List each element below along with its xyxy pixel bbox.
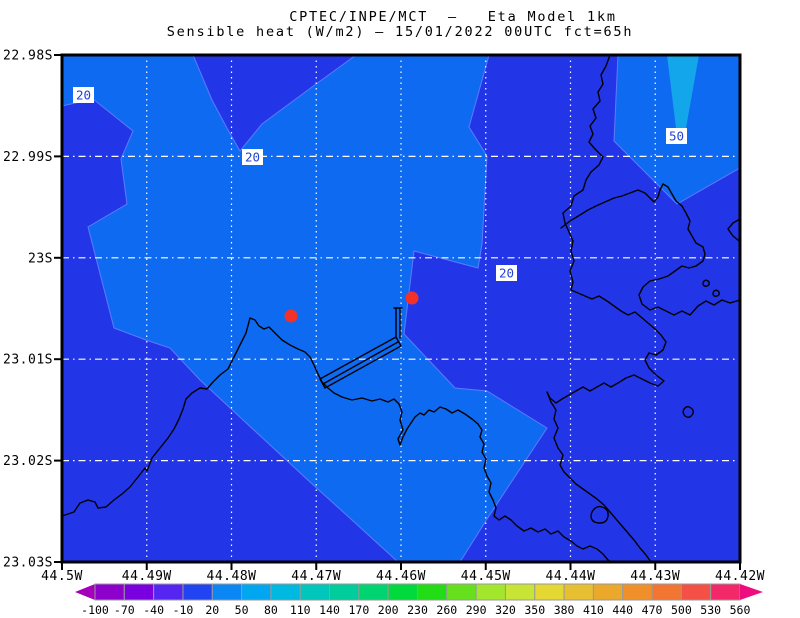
colorbar-tick-label: -40 xyxy=(143,603,164,617)
colorbar-box xyxy=(534,583,565,601)
coastline-east-shore xyxy=(546,54,667,563)
island-small-3 xyxy=(712,289,720,297)
contour-label-value: 20 xyxy=(499,266,514,281)
colorbar-box xyxy=(211,583,243,601)
colorbar-tick-label: 440 xyxy=(612,603,633,617)
contour-region-group xyxy=(61,54,741,563)
colorbar-tick-label: 80 xyxy=(264,603,278,617)
x-axis-label: 44.46W xyxy=(376,569,426,584)
contour-region-west-below20 xyxy=(61,98,400,563)
contour-label-box xyxy=(73,87,94,103)
colorbar-box xyxy=(299,583,331,601)
contour-label-value: 20 xyxy=(76,88,91,103)
contour-value-labels: 20 20 20 50 xyxy=(73,87,687,281)
colorbar-box xyxy=(592,583,624,601)
colorbar-box xyxy=(446,583,477,601)
island-blob-south xyxy=(590,505,609,524)
colorbar-arrow-left xyxy=(75,584,95,600)
x-axis-label: 44.44W xyxy=(546,569,596,584)
y-axis-label: 22.98S xyxy=(3,49,53,64)
colorbar-box xyxy=(241,583,272,601)
y-axis-label: 23.03S xyxy=(3,556,53,571)
colorbar-box xyxy=(710,583,741,601)
colorbar-tick-label: 230 xyxy=(407,603,428,617)
colorbar-tick-label: -100 xyxy=(81,603,109,617)
x-axis-label: 44.47W xyxy=(291,569,341,584)
colorbar-box xyxy=(622,583,653,601)
colorbar-tick-label: 410 xyxy=(583,603,604,617)
station-markers xyxy=(284,291,419,323)
chart-subtitle: Sensible heat (W/m2) — 15/01/2022 00UTC … xyxy=(166,24,634,40)
colorbar-tick-label: 20 xyxy=(205,603,219,617)
colorbar-box xyxy=(504,583,536,601)
colorbar-box xyxy=(94,583,125,601)
contour-label-value: 50 xyxy=(669,129,684,144)
colorbar-tick-label: 260 xyxy=(436,603,457,617)
island-small-2 xyxy=(702,279,710,287)
colorbar-tick-label: 140 xyxy=(319,603,340,617)
colorbar-box xyxy=(680,583,712,601)
colorbar-box xyxy=(417,583,448,601)
colorbar: -100 -70 -40 -10 20 50 80 110 140 170 200 230 260 290… xyxy=(75,583,763,617)
colorbar-tick-label: 290 xyxy=(466,603,487,617)
colorbar-tick-label: 560 xyxy=(730,603,751,617)
colorbar-box xyxy=(153,583,184,601)
axis-tick-labels: 44.5W 44.49W 44.48W 44.47W 44.46W 44.45W 44.44… xyxy=(3,49,765,585)
x-axis-label: 44.48W xyxy=(207,569,257,584)
colorbar-tick-label: 350 xyxy=(524,603,545,617)
colorbar-tick-label: -10 xyxy=(173,603,194,617)
colorbar-tick-label: 50 xyxy=(235,603,249,617)
colorbar-box xyxy=(123,583,155,601)
contour-region-east-below20 xyxy=(403,54,741,563)
station-dot xyxy=(405,291,419,305)
colorbar-box xyxy=(475,583,506,601)
colorbar-box xyxy=(182,583,213,601)
colorbar-box xyxy=(329,583,360,601)
colorbar-tick-label: 500 xyxy=(671,603,692,617)
y-axis-label: 23.01S xyxy=(3,353,53,368)
colorbar-tick-label: 470 xyxy=(642,603,663,617)
contour-label-value: 20 xyxy=(245,150,260,165)
colorbar-tick-label: 170 xyxy=(348,603,369,617)
station-dot xyxy=(284,309,298,323)
x-axis-label: 44.49W xyxy=(122,569,172,584)
plot-frame xyxy=(60,53,742,564)
contour-region-north-wedge-below20 xyxy=(192,54,358,152)
colorbar-box xyxy=(563,583,594,601)
runway-structure-spur xyxy=(393,307,403,339)
runway-structure-inner-line xyxy=(322,341,399,385)
colorbar-tick-label: -70 xyxy=(114,603,135,617)
colorbar-tick-label: 530 xyxy=(700,603,721,617)
coastline-mainland-west xyxy=(61,317,612,563)
x-axis-label: 44.43W xyxy=(630,569,680,584)
contour-label-box xyxy=(496,265,517,281)
x-axis-label: 44.45W xyxy=(461,569,511,584)
colorbar-box xyxy=(270,583,301,601)
colorbar-tick-label: 380 xyxy=(554,603,575,617)
y-axis-label: 23.02S xyxy=(3,454,53,469)
runway-structure-outline xyxy=(319,336,402,389)
colorbar-box xyxy=(387,583,419,601)
colorbar-tick-label: 320 xyxy=(495,603,516,617)
contour-region-northeast-wedge-50-80 xyxy=(667,55,699,128)
colorbar-tick-label: 110 xyxy=(290,603,311,617)
colorbar-arrow-right xyxy=(740,584,763,600)
colorbar-box xyxy=(651,583,682,601)
contour-label-box xyxy=(666,128,687,144)
island-small-1 xyxy=(682,406,694,418)
axis-ticks xyxy=(54,54,741,570)
y-axis-label: 23S xyxy=(28,251,53,266)
x-axis-label: 44.42W xyxy=(715,569,765,584)
colorbar-tick-label: 200 xyxy=(378,603,399,617)
x-axis-label: 44.5W xyxy=(41,569,83,584)
contour-label-box xyxy=(242,149,263,165)
colorbar-box xyxy=(358,583,389,601)
chart-title: CPTEC/INPE/MCT — Eta Model 1km xyxy=(289,9,617,25)
coastline-northeast-promontory xyxy=(560,183,741,316)
y-axis-label: 22.99S xyxy=(3,150,53,165)
